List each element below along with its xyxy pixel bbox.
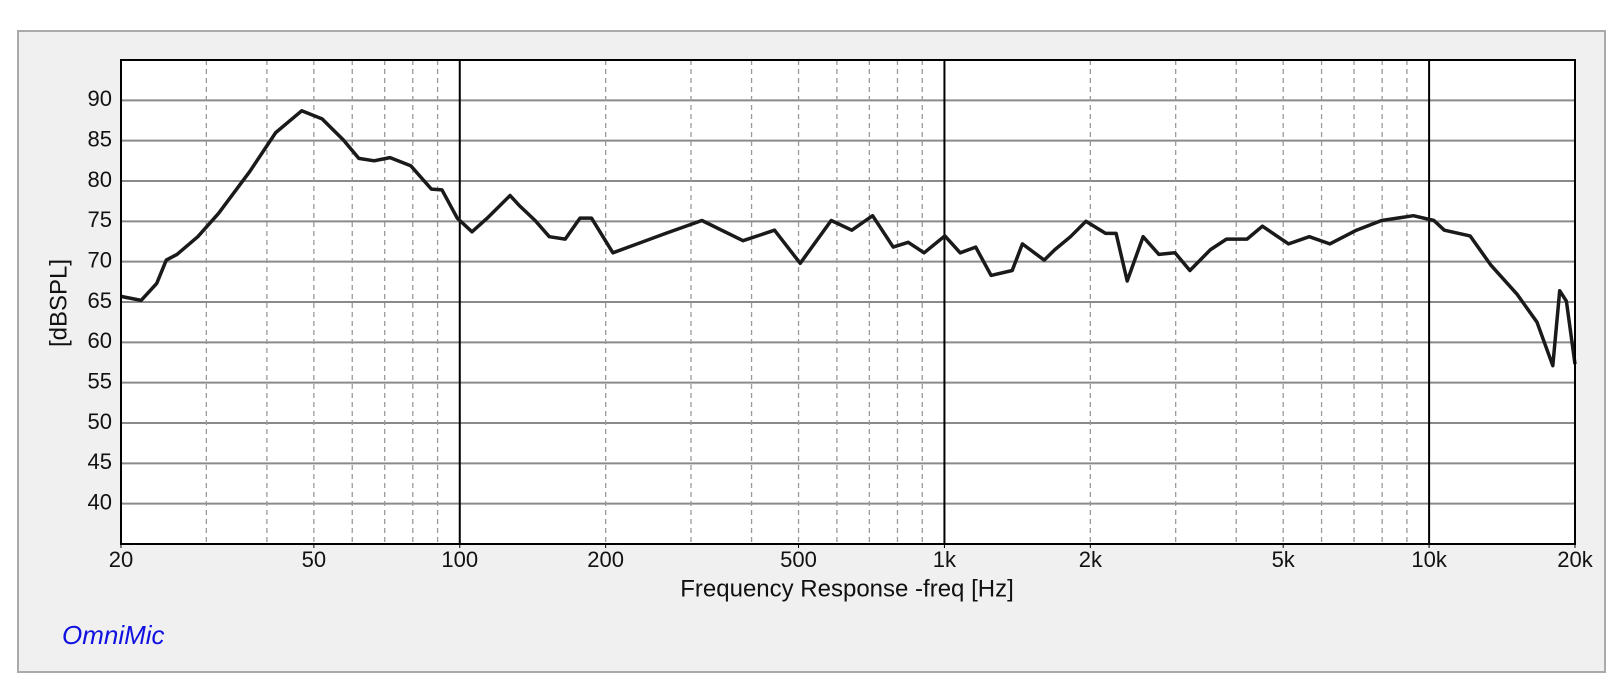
- x-tick-label: 5k: [1272, 547, 1296, 572]
- y-tick-label: 75: [88, 207, 112, 232]
- x-tick-label: 20k: [1557, 547, 1593, 572]
- y-tick-label: 55: [88, 368, 112, 393]
- y-tick-label: 50: [88, 409, 112, 434]
- x-tick-label: 2k: [1079, 547, 1103, 572]
- x-axis-title: Frequency Response -freq [Hz]: [680, 575, 1013, 602]
- grid: [121, 60, 1575, 544]
- plot-border: [120, 59, 1576, 545]
- x-tick-label: 1k: [933, 547, 957, 572]
- x-tick-label: 10k: [1411, 547, 1447, 572]
- y-tick-label: 80: [88, 167, 112, 192]
- x-tick-label: 50: [302, 547, 326, 572]
- x-tick-label: 100: [441, 547, 478, 572]
- x-tick-label: 200: [587, 547, 624, 572]
- response-line: [120, 109, 1577, 368]
- x-tick-label: 20: [109, 547, 133, 572]
- brand-label: OmniMic: [62, 620, 165, 650]
- x-tick-label: 500: [780, 547, 817, 572]
- marks: [120, 109, 1577, 368]
- y-tick-label: 85: [88, 126, 112, 151]
- y-tick-label: 65: [88, 288, 112, 313]
- y-tick-label: 70: [88, 247, 112, 272]
- y-tick-label: 40: [88, 489, 112, 514]
- y-tick-label: 90: [88, 86, 112, 111]
- y-axis-title: [dBSPL]: [45, 259, 72, 347]
- y-tick-label: 45: [88, 449, 112, 474]
- y-tick-label: 60: [88, 328, 112, 353]
